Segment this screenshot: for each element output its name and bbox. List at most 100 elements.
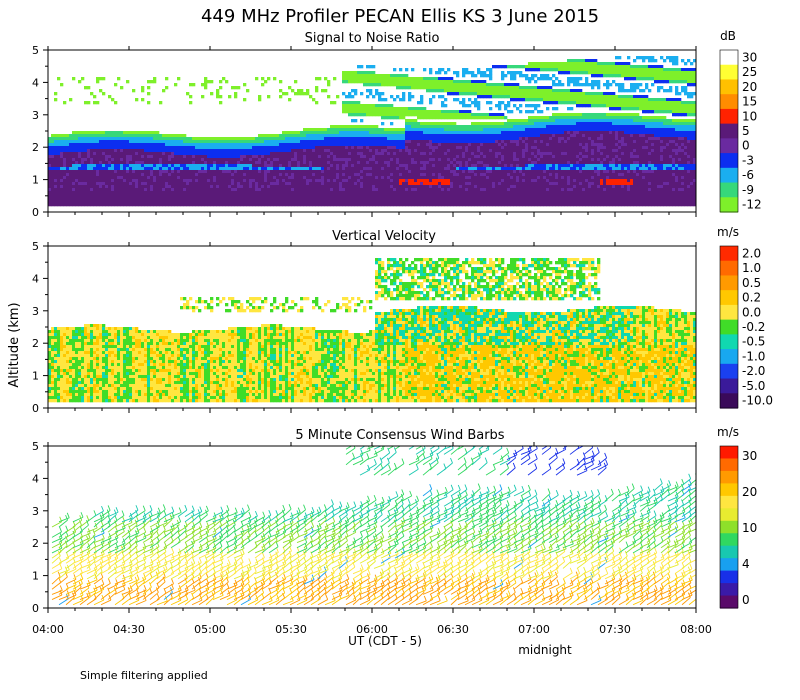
snr-cell — [408, 179, 412, 183]
snr-cell — [123, 149, 127, 153]
snr-cell — [171, 149, 175, 153]
snr-cell — [480, 125, 484, 129]
snr-cell — [423, 131, 427, 135]
snr-cell — [351, 110, 355, 114]
snr-cell — [282, 194, 286, 198]
snr-cell — [57, 146, 61, 150]
snr-cell — [489, 101, 493, 105]
snr-cell — [411, 188, 415, 192]
snr-cell — [81, 134, 85, 138]
snr-cell — [117, 155, 121, 159]
snr-cell — [135, 149, 139, 153]
snr-cell — [489, 68, 493, 72]
snr-cell — [477, 200, 481, 204]
snr-cell — [375, 173, 379, 177]
snr-cell — [60, 182, 64, 186]
snr-cell — [387, 203, 391, 207]
snr-cell — [267, 134, 271, 138]
snr-cell — [90, 197, 94, 201]
snr-cell — [147, 182, 151, 186]
snr-cell — [288, 131, 292, 135]
snr-cell — [366, 140, 370, 144]
snr-cell — [345, 77, 349, 81]
snr-cell — [300, 197, 304, 201]
snr-cell — [306, 176, 310, 180]
snr-cell — [531, 176, 535, 180]
snr-cell — [423, 182, 427, 186]
snr-cell — [216, 155, 220, 159]
snr-cell — [57, 176, 61, 180]
snr-cell — [189, 191, 193, 195]
snr-cell — [165, 134, 169, 138]
snr-cell — [252, 152, 256, 156]
snr-cell — [162, 173, 166, 177]
snr-cell — [294, 164, 298, 168]
snr-cell — [219, 140, 223, 144]
snr-cell — [99, 200, 103, 204]
snr-cell — [294, 152, 298, 156]
snr-cell — [150, 143, 154, 147]
snr-cell — [510, 179, 514, 183]
snr-cell — [471, 194, 475, 198]
snr-cell — [438, 185, 442, 189]
snr-cell — [315, 188, 319, 192]
snr-cell — [183, 143, 187, 147]
snr-cell — [300, 164, 304, 168]
snr-cell — [297, 164, 301, 168]
snr-cell — [204, 170, 208, 174]
snr-cell — [114, 188, 118, 192]
snr-cell — [177, 203, 181, 207]
snr-cell — [516, 65, 520, 69]
snr-cell — [480, 155, 484, 159]
snr-cell — [381, 134, 385, 138]
snr-cell — [390, 77, 394, 81]
snr-cell — [159, 146, 163, 150]
snr-cell — [450, 134, 454, 138]
snr-cell — [84, 149, 88, 153]
snr-cell — [513, 146, 517, 150]
snr-cell — [150, 146, 154, 150]
snr-cell — [105, 188, 109, 192]
snr-cell — [513, 182, 517, 186]
snr-cell — [363, 197, 367, 201]
snr-cell — [300, 149, 304, 153]
snr-cell — [117, 137, 121, 141]
snr-cell — [78, 173, 82, 177]
snr-cell — [111, 161, 115, 165]
snr-cell — [237, 140, 241, 144]
snr-cell — [342, 149, 346, 153]
snr-cell — [369, 83, 373, 87]
snr-cell — [123, 197, 127, 201]
snr-cell — [180, 143, 184, 147]
snr-cell — [381, 137, 385, 141]
snr-cell — [300, 185, 304, 189]
snr-cell — [405, 155, 409, 159]
snr-cell — [159, 191, 163, 195]
snr-cell — [120, 164, 124, 168]
snr-cell — [132, 143, 136, 147]
snr-cell — [354, 188, 358, 192]
snr-cell — [495, 146, 499, 150]
snr-cell — [441, 197, 445, 201]
snr-cell — [507, 131, 511, 135]
snr-cell — [384, 77, 388, 81]
snr-cell — [378, 80, 382, 84]
snr-cell — [366, 194, 370, 198]
snr-cell — [258, 182, 262, 186]
snr-cell — [501, 149, 505, 153]
snr-cell — [468, 203, 472, 207]
snr-cell — [66, 170, 70, 174]
snr-cell — [444, 89, 448, 93]
snr-cell — [411, 128, 415, 132]
snr-cell — [519, 155, 523, 159]
snr-cell — [237, 182, 241, 186]
snr-cell — [315, 143, 319, 147]
snr-cell — [405, 122, 409, 126]
snr-cell — [381, 164, 385, 168]
snr-cell — [462, 197, 466, 201]
snr-cell — [90, 170, 94, 174]
snr-cell — [201, 200, 205, 204]
snr-cell — [75, 140, 79, 144]
snr-cell — [459, 89, 463, 93]
